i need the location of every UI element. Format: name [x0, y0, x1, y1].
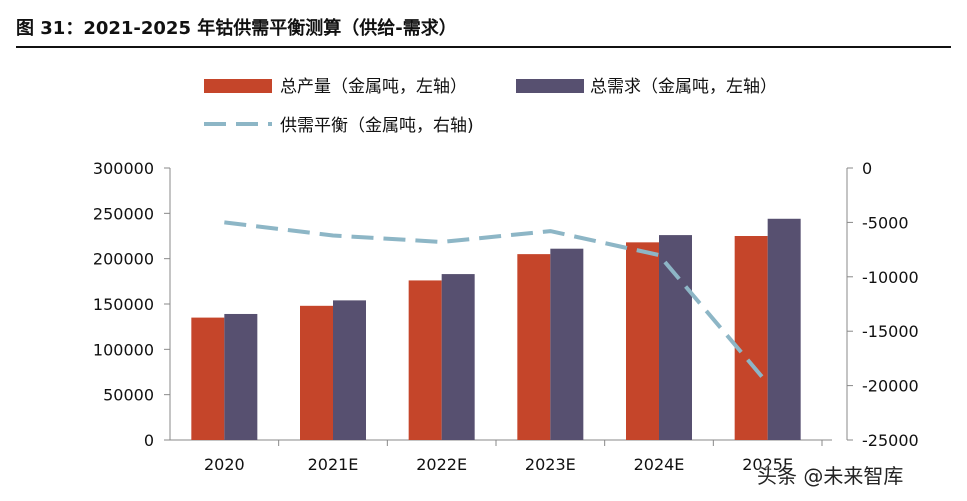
right-tick-label: -5000 [862, 213, 909, 232]
production-bar [300, 305, 333, 440]
left-tick-label: 250000 [93, 204, 154, 223]
demand-bar [550, 248, 584, 440]
production-bar [626, 242, 659, 440]
right-tick-label: -20000 [862, 377, 919, 396]
x-tick-label: 2025E [742, 455, 793, 474]
legend-swatch-demand [516, 79, 584, 93]
legend-swatch-production [204, 79, 272, 93]
production-bar [734, 236, 768, 440]
production-bar [191, 317, 225, 440]
title-divider [16, 46, 951, 48]
left-tick-label: 0 [144, 431, 154, 450]
demand-bar [659, 235, 692, 440]
watermark: 头条 @未来智库 [757, 464, 904, 488]
right-tick-label: 0 [862, 159, 872, 178]
legend-label-balance: 供需平衡（金属吨，右轴) [280, 116, 474, 136]
demand-bar [333, 300, 366, 440]
right-tick-label: -15000 [862, 322, 919, 341]
x-tick-label: 2021E [308, 455, 359, 474]
demand-bar [224, 313, 258, 440]
left-tick-label: 150000 [93, 295, 154, 314]
production-bar [517, 254, 551, 440]
left-tick-label: 300000 [93, 159, 154, 178]
x-tick-label: 2022E [416, 455, 467, 474]
production-bar [408, 280, 442, 440]
left-tick-label: 50000 [103, 386, 154, 405]
x-tick-label: 2023E [525, 455, 576, 474]
figure-title: 图 31：2021-2025 年钴供需平衡测算（供给-需求） [16, 18, 457, 39]
legend-label-production: 总产量（金属吨，左轴） [280, 77, 467, 97]
balance-line [224, 220, 770, 385]
legend-label-demand: 总需求（金属吨，左轴） [590, 77, 777, 97]
left-tick-label: 200000 [93, 250, 154, 269]
demand-bar [767, 218, 801, 440]
x-tick-label: 2020 [204, 455, 245, 474]
left-tick-label: 100000 [93, 340, 154, 359]
right-tick-label: -25000 [862, 431, 919, 450]
right-tick-label: -10000 [862, 268, 919, 287]
x-tick-label: 2024E [634, 455, 685, 474]
demand-bar [441, 274, 475, 440]
